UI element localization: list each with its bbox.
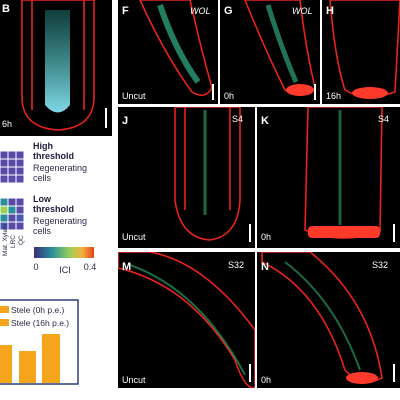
root-image xyxy=(174,107,241,241)
heatmap-subtitle: Regenerating cells xyxy=(33,216,88,236)
inset-bar xyxy=(19,351,36,383)
panel-stage: S32 xyxy=(372,260,388,270)
panel-letter: J xyxy=(122,115,128,127)
root-image xyxy=(261,252,383,384)
colorbar-max: 0.4 xyxy=(84,262,97,272)
panel-letter: K xyxy=(261,115,269,127)
panel-genotype: WOL xyxy=(292,6,313,16)
panel-letter: F xyxy=(122,5,129,17)
panel-label: 0h xyxy=(261,375,271,385)
root-image xyxy=(304,107,383,239)
colorbar-label: ICI xyxy=(59,265,71,275)
column-label: Mat. Xylem xyxy=(2,223,9,256)
heatmap-subtitle: Regenerating cells xyxy=(33,163,88,183)
panel-letter: H xyxy=(326,5,334,17)
panel-label: Uncut xyxy=(122,375,146,385)
panel-genotype: WOL xyxy=(190,6,211,16)
heatmap-title: High threshold xyxy=(33,141,75,161)
root-image xyxy=(21,0,95,131)
panel-backgrounds xyxy=(0,0,400,388)
column-label: LRC xyxy=(10,235,17,248)
panel-label: 0h xyxy=(261,232,271,242)
panel-stage: S4 xyxy=(232,114,243,124)
scale-bars xyxy=(105,84,395,382)
colorbar xyxy=(34,247,94,258)
root-image xyxy=(118,252,255,388)
legend-swatch xyxy=(0,306,9,313)
legend-swatch xyxy=(0,319,9,326)
heatmap-title: Low threshold xyxy=(33,194,75,214)
panel-letter: B xyxy=(2,3,10,15)
panel-label: 16h xyxy=(326,91,341,101)
legend-label: Stele (0h p.e.) xyxy=(11,305,65,315)
inset-frame xyxy=(0,299,79,385)
panel-stage: S32 xyxy=(228,260,244,270)
heatmap xyxy=(0,197,25,231)
panel-label: 6h xyxy=(2,119,12,129)
panel-label: 0h xyxy=(224,91,234,101)
root-image xyxy=(329,0,400,99)
panel-letter: G xyxy=(224,5,233,17)
panel-letter: N xyxy=(261,261,269,273)
legend-label: Stele (16h p.e.) xyxy=(11,318,69,328)
root-image xyxy=(244,0,316,96)
panel-stage: S4 xyxy=(378,114,389,124)
panel-label: Uncut xyxy=(122,232,146,242)
panel-letter: M xyxy=(122,261,131,273)
panel-label: Uncut xyxy=(122,91,146,101)
column-label: QC xyxy=(18,235,25,245)
heatmap xyxy=(0,150,25,184)
root-image xyxy=(139,0,213,96)
inset-bar xyxy=(42,334,60,383)
inset-bar xyxy=(0,345,12,383)
colorbar-min: 0 xyxy=(33,262,38,272)
